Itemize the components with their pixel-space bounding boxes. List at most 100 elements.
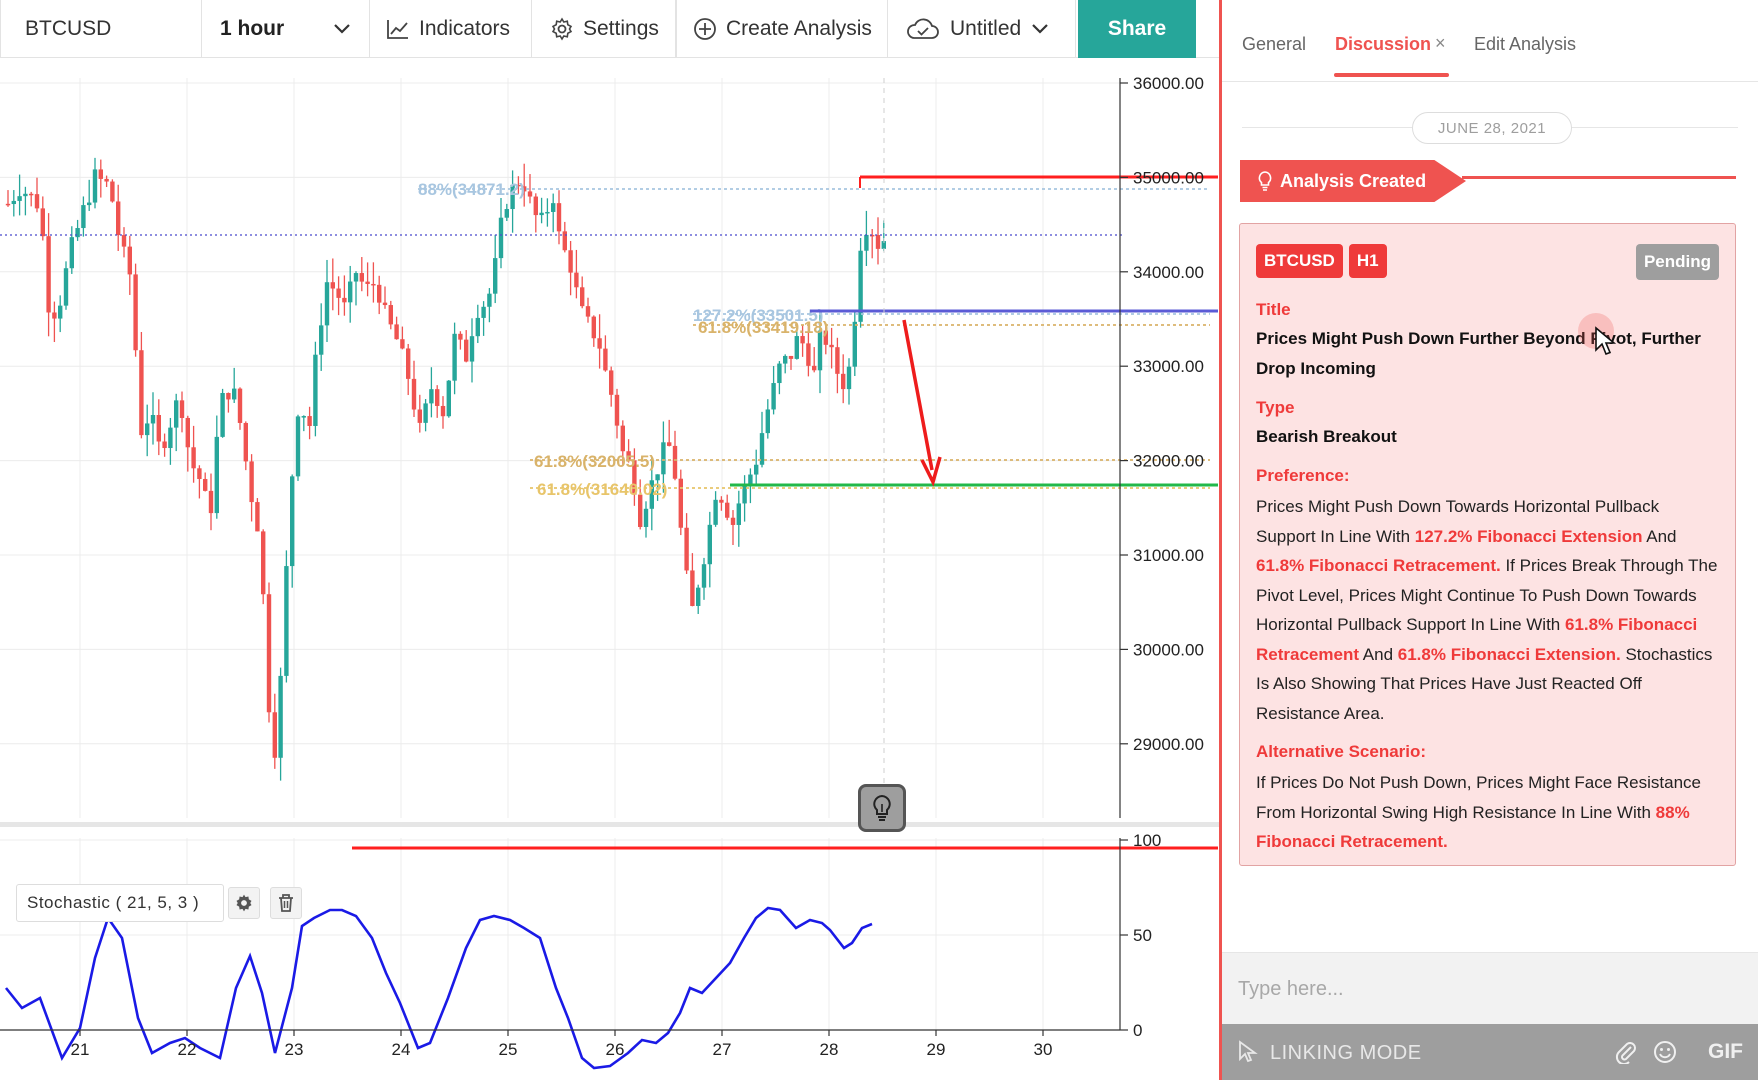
analysis-card: BTCUSD H1 Pending Title Prices Might Push… (1239, 223, 1736, 866)
date-tick-label: 27 (713, 1040, 732, 1059)
candle-body (5, 203, 11, 206)
emoji-icon[interactable] (1652, 1039, 1678, 1065)
indicators-button[interactable]: Indicators (370, 0, 532, 58)
candle-body (696, 587, 701, 606)
candle-body (185, 417, 190, 448)
date-separator: JUNE 28, 2021 (1242, 112, 1738, 144)
candle-body (342, 297, 347, 303)
pane-separator[interactable] (0, 822, 1220, 827)
candle-body (643, 508, 649, 527)
candle-body (504, 209, 509, 218)
candle-body (365, 281, 370, 284)
candle-body (359, 273, 364, 282)
candle-body (469, 336, 475, 362)
candle-body (603, 348, 608, 371)
candle-body (58, 305, 63, 319)
candle-body (765, 409, 770, 434)
candle-body (411, 378, 417, 410)
lightbulb-icon (1258, 171, 1272, 191)
candle-body (487, 293, 492, 307)
tab-close-icon[interactable]: × (1435, 33, 1446, 53)
alternative-highlight: 88% Fibonacci Retracement. (1256, 802, 1690, 852)
candle-body (255, 502, 260, 532)
message-input[interactable] (1238, 971, 1738, 1007)
share-button[interactable]: Share (1078, 0, 1196, 58)
candle-body (580, 287, 585, 307)
candle-body (307, 416, 312, 426)
candle-body (719, 499, 724, 503)
stochastic-tick-label: 0 (1133, 1021, 1142, 1040)
candle-body (377, 284, 382, 303)
fib-label-618-b: 61.8%(32005.5) (534, 452, 655, 471)
analysis-created-label: Analysis Created (1280, 170, 1427, 191)
preference-highlight: 61.8% Fibonacci Retracement (1256, 615, 1698, 664)
stochastic-legend[interactable]: Stochastic ( 21, 5, 3 ) (16, 884, 224, 922)
settings-button[interactable]: Settings (532, 0, 676, 58)
analysis-created-banner: Analysis Created (1240, 160, 1466, 202)
candle-body (771, 383, 776, 410)
time-axis: 21 22 23 24 25 26 27 28 29 30 (71, 1030, 1052, 1059)
candle-body (817, 330, 823, 371)
linking-cursor-icon[interactable] (1236, 1039, 1262, 1065)
candle-body (626, 451, 631, 461)
fib-label-88: 88%(34871.2) (418, 180, 525, 199)
interval-dropdown[interactable]: 1 hour (202, 0, 370, 58)
stochastic-settings-button[interactable] (228, 887, 260, 919)
candle-body (266, 594, 272, 713)
tab-general[interactable]: General (1242, 34, 1307, 54)
lightbulb-icon (873, 794, 891, 821)
bearish-arrow[interactable] (902, 319, 934, 471)
fib-label-127: 127.2%(33501.5) (693, 306, 823, 325)
tab-discussion[interactable]: Discussion (1335, 34, 1432, 54)
preference-segment: Prices Might Push Down Towards Horizonta… (1256, 497, 1660, 546)
candle-body (533, 196, 538, 216)
stochastic-delete-button[interactable] (270, 887, 302, 919)
candle-body (498, 217, 504, 259)
candle-body (806, 343, 811, 366)
candle-body (493, 258, 498, 294)
candle-body (783, 355, 788, 364)
candle-body (475, 317, 480, 337)
candle-body (539, 212, 544, 216)
date-tick-label: 22 (178, 1040, 197, 1059)
candle-body (725, 502, 730, 518)
candle-body (313, 354, 318, 426)
candle-body (556, 203, 562, 232)
candle-body (510, 184, 515, 210)
candle-body (301, 416, 306, 418)
candle-body (284, 566, 289, 676)
candle-body (168, 427, 173, 449)
candle-body (667, 442, 672, 446)
candle-body (388, 305, 393, 325)
create-analysis-button[interactable]: Create Analysis (676, 0, 888, 58)
layout-name: Untitled (950, 17, 1022, 40)
candle-body (458, 333, 463, 340)
price-chart[interactable]: 88%(34871.2) 127.2%(33501.5) 61.8%(33419… (0, 58, 1220, 1080)
candle-body (133, 274, 138, 351)
idea-marker-button[interactable] (858, 784, 906, 832)
candle-body (237, 388, 243, 423)
candle-body (429, 389, 434, 404)
active-tab-indicator (1334, 73, 1449, 77)
stochastic-line (4, 906, 873, 1070)
gear-icon (551, 17, 573, 41)
price-tick-label: 34000.00 (1133, 263, 1204, 282)
candle-body (29, 193, 34, 196)
candle-body (40, 208, 45, 237)
layout-dropdown[interactable]: Untitled (888, 0, 1076, 58)
candle-body (707, 524, 712, 565)
tab-edit-analysis[interactable]: Edit Analysis (1474, 34, 1577, 54)
gif-button[interactable]: GIF (1708, 1040, 1743, 1063)
candle-body (852, 321, 857, 367)
indicators-label: Indicators (419, 17, 511, 40)
candle-body (440, 405, 446, 417)
alternative-text: If Prices Do Not Push Down, Prices Might… (1256, 768, 1719, 857)
preference-highlight: 127.2% Fibonacci Extension (1414, 526, 1643, 546)
candle-body (678, 478, 683, 528)
chart-area[interactable]: 88%(34871.2) 127.2%(33501.5) 61.8%(33419… (0, 58, 1220, 1080)
candle-body (423, 403, 428, 423)
symbol-search[interactable]: BTCUSD (0, 0, 202, 58)
date-tick-label: 21 (71, 1040, 90, 1059)
stochastic-name: Stochastic ( 21, 5, 3 ) (27, 893, 200, 912)
attachment-icon[interactable] (1614, 1040, 1638, 1064)
